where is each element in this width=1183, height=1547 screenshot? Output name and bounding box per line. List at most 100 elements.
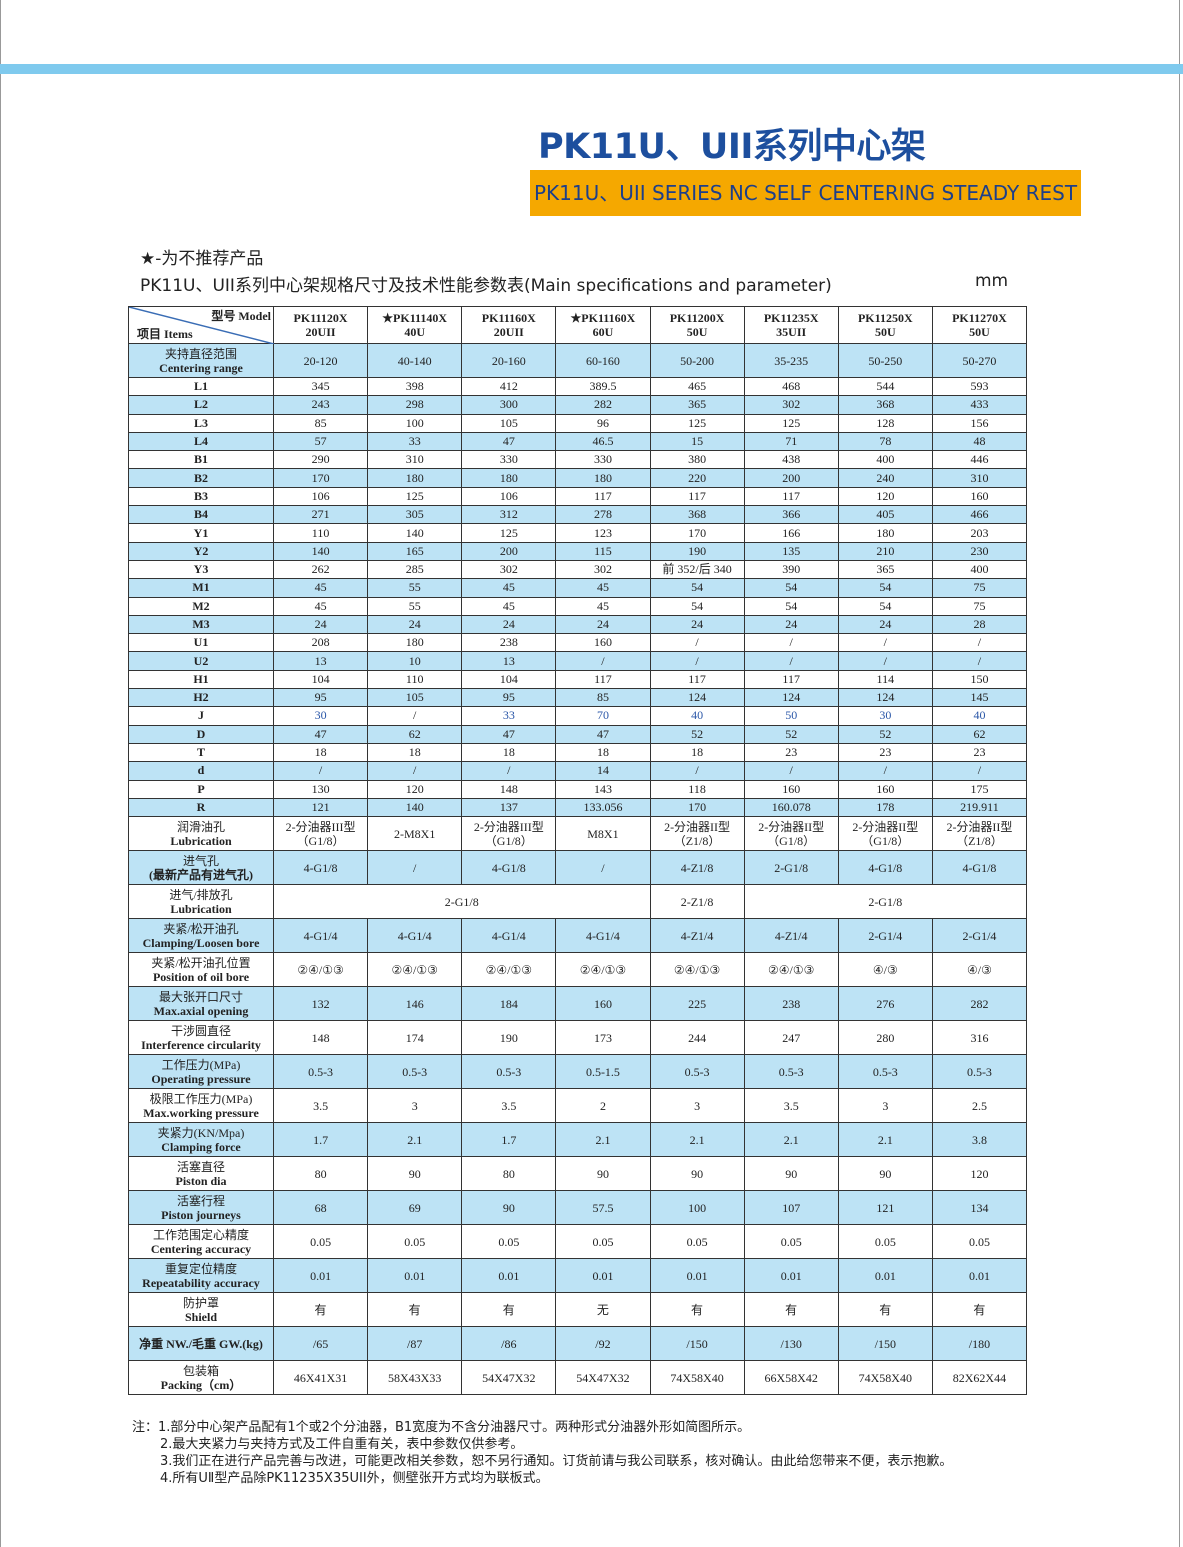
table-cell: 124 (649, 688, 745, 708)
table-cell: / (931, 761, 1028, 781)
table-cell: 15 (649, 431, 745, 452)
table-cell: 4-Z1/8 (649, 850, 745, 886)
table-cell: 593 (931, 376, 1028, 397)
row-label: J (128, 706, 274, 726)
table-row: 夹紧力(KN/Mpa) Clamping force 1.7 2.1 1.7 2.1 2.1… (128, 1122, 1028, 1158)
table-cell: 465 (649, 376, 745, 397)
row-label-en: 净重 NW./毛重 GW.(kg) (139, 1336, 263, 1351)
table-cell: 57 (272, 431, 369, 452)
row-label: 防护罩 Shield (128, 1292, 274, 1328)
table-row: 工作范围定心精度 Centering accuracy 0.05 0.05 0.05 0.… (128, 1224, 1028, 1260)
table-cell: 174 (367, 1020, 463, 1056)
table-cell: 90 (649, 1156, 745, 1192)
table-cell: / (931, 633, 1028, 653)
table-row: 最大张开口尺寸 Max.axial opening 132 146 184 160 225 2… (128, 986, 1028, 1022)
table-row: M3 24 24 24 24 24 24 24 28 (128, 614, 1028, 635)
model-name-line: 50U (969, 325, 990, 339)
cell-line: 2-分油器II型 (758, 819, 825, 834)
row-label-cn: 进气孔 (182, 853, 219, 868)
table-cell: 290 (272, 450, 369, 470)
cell-line: 2-分油器II型 (664, 819, 731, 834)
table-cell: 365 (649, 395, 745, 415)
table-cell: 125 (367, 486, 463, 507)
row-label: B4 (128, 505, 274, 525)
table-cell: 4-G1/8 (272, 850, 369, 886)
model-name-line: PK11120X (293, 311, 348, 325)
table-row: T 18 18 18 18 18 23 23 23 (128, 742, 1028, 763)
table-cell: 66X58X42 (743, 1360, 839, 1396)
model-name-line: 60U (592, 325, 614, 339)
table-cell: 62 (931, 724, 1028, 744)
table-row: U1 208 180 238 160// / / (128, 633, 1028, 653)
table-cell: 2-分油器II型 （G1/8） (837, 816, 933, 852)
table-cell: 203 (931, 523, 1028, 543)
table-cell: 125 (743, 413, 839, 433)
table-cell: 2-分油器III型 （G1/8） (272, 816, 369, 852)
table-cell: 0.5-3 (649, 1054, 745, 1090)
table-cell: 4-Z1/4 (743, 918, 839, 954)
table-cell: 68 (272, 1190, 369, 1226)
row-label-en: Lubrication (170, 833, 232, 848)
model-name-line: ★PK11140X (382, 311, 448, 325)
table-cell: 282 (555, 395, 651, 415)
row-label-en: Y3 (193, 562, 209, 577)
table-cell: 208 (272, 633, 369, 653)
table-cell: 0.01 (837, 1258, 933, 1294)
table-cell: 40-140 (367, 343, 463, 378)
table-cell: 240 (837, 468, 933, 488)
table-cell: 310 (931, 468, 1028, 488)
table-header-row: 型号 Model 项目 Items PK11120X 20UII ★PK11140X… (128, 306, 1028, 344)
table-cell: 330 (555, 450, 651, 470)
table-cell: 114 (837, 669, 933, 690)
row-label-cn: 工作压力(MPa) (161, 1057, 241, 1072)
table-cell: 0.05 (743, 1224, 839, 1260)
model-name-line: 40U (404, 325, 426, 339)
table-cell: 90 (461, 1190, 557, 1226)
cell-line: （G1/8） (767, 833, 816, 848)
table-cell: 160 (555, 633, 651, 653)
table-cell: 24 (367, 614, 463, 635)
table-cell: 0.01 (743, 1258, 839, 1294)
table-cell: 1.7 (461, 1122, 557, 1158)
table-cell: / (555, 850, 651, 886)
table-cell: 85 (555, 688, 651, 708)
table-cell: 50-200 (649, 343, 745, 378)
model-name-line: 50U (686, 325, 708, 339)
row-label-en: Repeatability accuracy (142, 1275, 260, 1290)
table-cell: /130 (743, 1326, 839, 1362)
table-row: B4 271 305 312 278 368 366 405 466 (128, 505, 1028, 525)
table-cell: 220 (649, 468, 745, 488)
table-cell: 100 (367, 413, 463, 433)
table-cell: 0.5-3 (931, 1054, 1028, 1090)
table-cell: 175 (931, 779, 1028, 799)
table-cell: / (743, 761, 839, 781)
table-cell: 0.01 (555, 1258, 651, 1294)
row-label: 极限工作压力(MPa) Max.working pressure (128, 1088, 274, 1124)
table-cell: 3 (837, 1088, 933, 1124)
table-cell: 62 (367, 724, 463, 744)
spec-table: 型号 Model 项目 Items PK11120X 20UII ★PK11140X… (128, 306, 1028, 1396)
table-row: 进气/排放孔 Lubrication 2-G1/8 2-Z1/8 2-G1/8 (128, 884, 1028, 920)
note-4: 4.所有UⅡ型产品除PK11235X35UII外，侧壁张开方式均为联板式。 (160, 1471, 549, 1486)
table-cell: 137 (461, 797, 557, 818)
table-cell: 3.5 (461, 1088, 557, 1124)
table-cell: 160 (837, 779, 933, 799)
merged-cell: 2-G1/8 (273, 884, 651, 920)
table-cell: 14 (555, 761, 651, 781)
table-cell: 389.5 (555, 376, 651, 397)
row-label-cn: 润滑油孔 (176, 819, 225, 834)
table-cell: 380 (649, 450, 745, 470)
table-row: L1 345 398 412 389.5 465 468 544 593 (128, 376, 1028, 397)
row-label-cn: 活塞行程 (176, 1193, 225, 1208)
table-cell: 302 (743, 395, 839, 415)
table-cell: 180 (461, 468, 557, 488)
table-cell: 300 (461, 395, 557, 415)
table-cell: 3 (367, 1088, 463, 1124)
row-label-en: M1 (192, 580, 210, 595)
table-cell: / (555, 651, 651, 671)
cell-line: 2-分油器III型 (285, 819, 356, 834)
table-cell: 50-270 (931, 343, 1028, 378)
table-cell: /86 (461, 1326, 557, 1362)
table-cell: 23 (743, 742, 839, 763)
table-row: R 121 140 137 133.056 170 160.078 178 219.911 (128, 797, 1028, 818)
